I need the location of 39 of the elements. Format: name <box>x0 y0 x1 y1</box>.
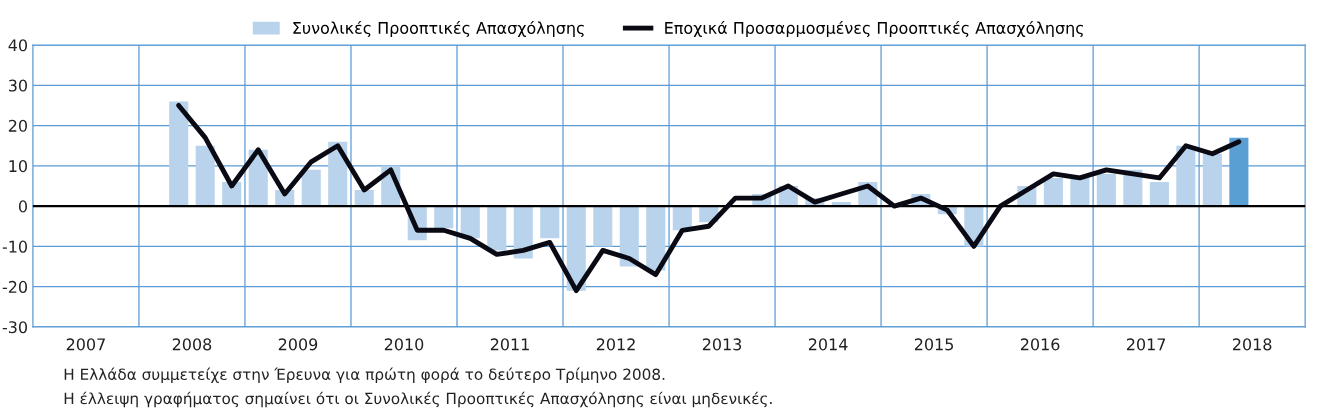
bar <box>1043 177 1063 207</box>
bar <box>434 206 454 229</box>
y-tick-label: 40 <box>8 39 27 52</box>
bar <box>1202 153 1222 207</box>
text: Η έλλειψη γραφήματος σημαίνει ότι οι Συνολικές Προοπτικές Απασχόλησης είναι μηδενικές. <box>64 391 772 408</box>
bar <box>301 169 321 207</box>
bar <box>646 206 666 271</box>
x-tick-label: 2007 <box>66 338 105 351</box>
y-tick-label: -10 <box>2 240 27 253</box>
x-tick-label: 2012 <box>596 338 635 351</box>
y-tick-label: 10 <box>9 160 27 173</box>
x-tick-label: 2016 <box>1020 338 1060 351</box>
y-tick-label: 30 <box>8 79 27 92</box>
y-tick-label: -30 <box>2 321 27 334</box>
y-tick-label: 20 <box>8 119 27 132</box>
x-tick-label: 2015 <box>914 338 954 351</box>
bar <box>1070 177 1090 207</box>
x-tick-label: 2010 <box>384 338 424 351</box>
bar <box>195 145 215 207</box>
bar <box>540 206 560 239</box>
bar <box>1096 173 1116 207</box>
x-tick-label: 2013 <box>702 338 742 351</box>
y-tick-label: -20 <box>2 280 27 293</box>
legend-label: Εποχικά Προσαρμοσμένες Προοπτικές Απασχόλησης <box>665 20 1084 38</box>
x-tick-label: 2011 <box>490 338 529 351</box>
x-tick-label: 2014 <box>808 338 848 351</box>
bar <box>1149 181 1169 207</box>
y-tick-label: 0 <box>18 200 27 213</box>
x-tick-label: 2017 <box>1126 338 1166 351</box>
bar <box>169 101 189 207</box>
x-tick-label: 2018 <box>1232 338 1272 351</box>
text: Η Ελλάδα συμμετείχε στην Έρευνα για πρώτη φορά το δεύτερο Τρίμηνο 2008. <box>64 367 665 383</box>
legend-label: Συνολικές Προοπτικές Απασχόλησης <box>293 20 584 38</box>
bar <box>593 206 613 247</box>
bar <box>487 206 507 251</box>
x-tick-label: 2009 <box>278 338 318 351</box>
line-series <box>176 103 1242 294</box>
x-tick-label: 2008 <box>172 338 212 351</box>
bar <box>354 190 374 207</box>
